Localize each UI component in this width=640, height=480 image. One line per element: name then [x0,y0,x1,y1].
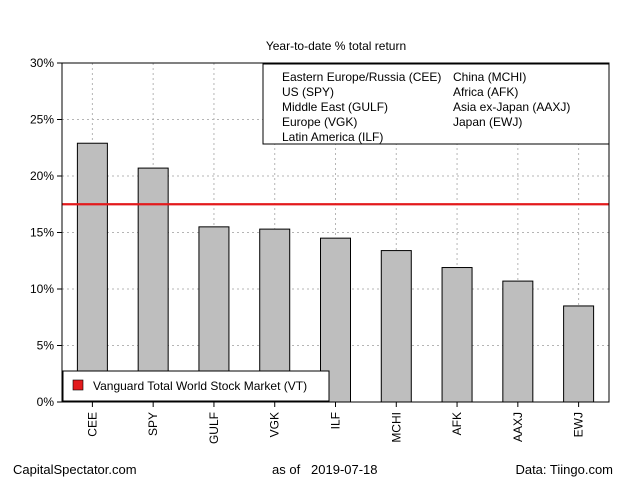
legend-top-item: US (SPY) [282,85,334,99]
chart-title: Year-to-date % total return [266,39,406,53]
x-tick-label: ILF [329,412,343,429]
legend-top-item: Middle East (GULF) [282,100,388,114]
bar-cee [76,142,108,403]
legend-top-col2: China (MCHI)Africa (AFK)Asia ex-Japan (A… [453,70,570,129]
y-tick-label: 0% [37,395,55,409]
footer-left: CapitalSpectator.com [13,462,137,477]
footer-right: Data: Tiingo.com [515,462,613,477]
x-tick-label: CEE [85,412,99,437]
y-tick-label: 15% [30,226,54,240]
x-tick-label: SPY [146,412,160,436]
legend-label-vt: Vanguard Total World Stock Market (VT) [93,379,307,393]
legend-top-item: Africa (AFK) [453,85,518,99]
legend-top-item: China (MCHI) [453,70,526,84]
bars [76,142,595,403]
bar-mchi [380,250,412,403]
x-tick-label: VGK [268,412,282,437]
legend-top-box [262,63,610,145]
x-tick-label: AFK [450,412,464,435]
legend-top-item: Asia ex-Japan (AAXJ) [453,100,570,114]
legend-top-item: Europe (VGK) [282,115,357,129]
x-tick-label: MCHI [389,412,403,443]
legend-top-item: Latin America (ILF) [282,130,383,144]
legend-top: Eastern Europe/Russia (CEE)US (SPY)Middl… [262,63,610,145]
legend-top-item: Eastern Europe/Russia (CEE) [282,70,441,84]
x-tick-label: GULF [207,412,221,444]
x-tick-label: AAXJ [511,412,525,442]
legend-top-item: Japan (EWJ) [453,115,522,129]
legend-bottom: Vanguard Total World Stock Market (VT) [62,370,330,402]
legend-swatch-vt [72,379,84,391]
legend-top-col1: Eastern Europe/Russia (CEE)US (SPY)Middl… [282,70,441,144]
y-tick-label: 25% [30,113,54,127]
y-tick-label: 30% [30,56,54,70]
bar-ewj [563,305,595,403]
footer-center: as of 2019-07-18 [272,462,378,477]
x-tick-label: EWJ [572,412,586,437]
bar-spy [137,167,169,403]
bar-aaxj [502,280,534,403]
bar-afk [441,267,473,403]
axes: 0% 5% 10% 15% 20% 25% 30% CEE SPY GULF VGK ILF MCHI A… [30,56,610,444]
y-tick-label: 20% [30,169,54,183]
y-tick-label: 5% [37,339,55,353]
legend-bottom-box [62,370,330,402]
y-tick-label: 10% [30,282,54,296]
